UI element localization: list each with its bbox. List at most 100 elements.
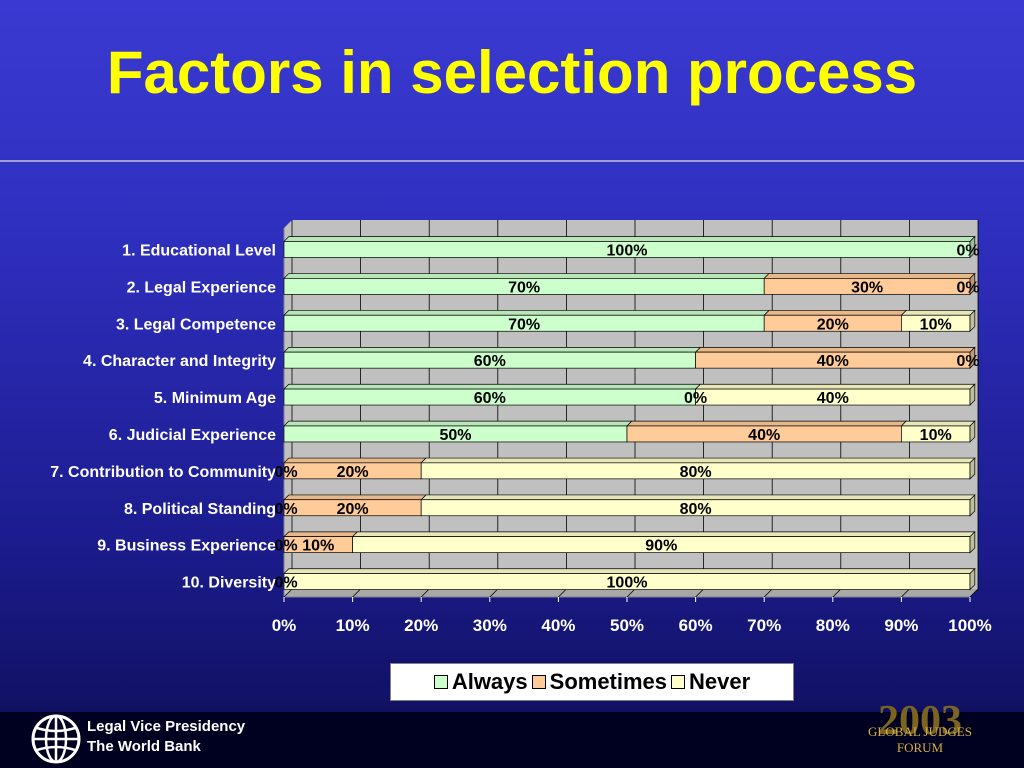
- data-label: 0%: [274, 575, 297, 592]
- legend-item-always: Always: [433, 669, 528, 695]
- x-tick-label: 20%: [404, 616, 438, 635]
- grid-line-floor: [763, 588, 773, 598]
- bar-end-cap: [969, 383, 976, 406]
- grid-line-floor: [832, 588, 842, 598]
- grid-line-floor: [558, 588, 567, 598]
- bar-segment-top: [626, 420, 908, 427]
- slide-title: Factors in selection process: [106, 39, 918, 106]
- legend-swatch-sometimes: [531, 675, 546, 689]
- bar-segment-top: [763, 310, 908, 316]
- data-label: 30%: [851, 279, 883, 296]
- category-label: 10. Diversity: [182, 575, 276, 592]
- grid-line-floor: [901, 588, 910, 598]
- x-tick-label: 60%: [679, 616, 713, 635]
- x-tick-label: 0%: [272, 616, 297, 635]
- data-label: 20%: [337, 501, 369, 518]
- bar-segment-top: [283, 457, 427, 464]
- data-label: 20%: [817, 316, 849, 333]
- data-label: 0%: [956, 279, 979, 296]
- legend-label-always: Always: [451, 669, 528, 694]
- grid-line-floor: [695, 588, 704, 598]
- data-label: 40%: [748, 427, 780, 444]
- legend-item-sometimes: Sometimes: [531, 669, 668, 695]
- data-label: 80%: [680, 501, 712, 518]
- data-label: 0%: [684, 390, 707, 407]
- bar-end-cap: [969, 420, 976, 443]
- org-line-1: Legal Vice Presidency: [87, 718, 246, 735]
- bar-segment-top: [283, 347, 702, 353]
- x-tick-label: 50%: [610, 616, 644, 635]
- data-label: 70%: [508, 316, 540, 333]
- org-line-2: The World Bank: [87, 738, 201, 755]
- bar-segment-top: [900, 310, 976, 316]
- grid-line-floor: [283, 588, 293, 598]
- category-label: 3. Legal Competence: [116, 316, 276, 333]
- footer-bar: [0, 712, 1024, 768]
- data-label: 100%: [607, 242, 648, 259]
- global-judges-forum-logo: 2003 GLOBAL JUDGES FORUM: [845, 698, 1005, 755]
- bar-segment-top: [283, 236, 976, 242]
- globe-icon: [31, 714, 81, 764]
- category-label: 2. Legal Experience: [127, 279, 277, 296]
- bar-segment-top: [283, 494, 427, 501]
- grid-line-floor: [969, 588, 979, 598]
- bar-end-cap: [969, 494, 976, 517]
- bar-segment-top: [283, 383, 702, 390]
- title-divider: [0, 160, 1024, 162]
- data-label: 0%: [274, 464, 297, 481]
- data-label: 60%: [474, 353, 506, 370]
- data-label: 0%: [956, 353, 979, 370]
- bar-segment-top: [694, 383, 976, 390]
- bar-segment-top: [283, 568, 976, 574]
- brand-year: 2003: [878, 698, 962, 744]
- grid-line-floor: [420, 588, 430, 598]
- category-label: 8. Political Standing: [124, 501, 276, 518]
- data-label: 40%: [817, 390, 849, 407]
- data-label: 10%: [302, 538, 334, 555]
- legend-label-sometimes: Sometimes: [549, 669, 668, 694]
- data-label: 0%: [956, 242, 979, 259]
- x-tick-label: 100%: [948, 616, 991, 635]
- grid-line-floor: [489, 588, 499, 598]
- legend-label-never: Never: [689, 669, 751, 694]
- data-label: 0%: [274, 538, 297, 555]
- category-label: 1. Educational Level: [122, 242, 276, 259]
- grid-line-floor: [626, 588, 636, 598]
- bar-end-cap: [969, 309, 976, 333]
- x-tick-label: 30%: [473, 616, 507, 635]
- x-tick-label: 70%: [747, 616, 781, 635]
- bar-end-cap: [969, 346, 976, 369]
- legend-swatch-never: [671, 675, 686, 689]
- bar-end-cap: [969, 457, 976, 480]
- bar-end-cap: [969, 235, 976, 259]
- data-label: 80%: [680, 464, 712, 481]
- category-label: 6. Judicial Experience: [109, 427, 276, 444]
- organization-name: Legal Vice Presidency The World Bank: [87, 717, 245, 757]
- bar-segment-top: [283, 310, 770, 316]
- bar-end-cap: [969, 567, 976, 591]
- bar-end-cap: [969, 272, 976, 296]
- bar-segment-top: [283, 531, 359, 538]
- category-label: 4. Character and Integrity: [83, 353, 276, 370]
- data-label: 100%: [607, 575, 648, 592]
- data-label: 10%: [920, 316, 952, 333]
- bar-segment-top: [420, 457, 976, 464]
- bar-segment-top: [694, 347, 976, 353]
- legend-swatch-always: [433, 675, 448, 689]
- data-label: 20%: [337, 464, 369, 481]
- x-tick-label: 80%: [816, 616, 850, 635]
- bar-end-cap: [969, 531, 976, 554]
- stacked-bar-chart: 1. Educational Level 2. Legal Experience 3…: [50, 220, 991, 635]
- category-label: 5. Minimum Age: [154, 390, 276, 407]
- category-label: 7. Contribution to Community: [50, 464, 276, 481]
- data-label: 10%: [920, 427, 952, 444]
- data-label: 40%: [817, 353, 849, 370]
- chart-legend: Always Sometimes Never: [390, 663, 794, 701]
- data-label: 0%: [274, 501, 297, 518]
- x-tick-label: 40%: [541, 616, 575, 635]
- data-label: 90%: [645, 538, 677, 555]
- x-tick-label: 90%: [884, 616, 918, 635]
- bar-segment-top: [900, 420, 976, 427]
- bar-segment-top: [420, 494, 976, 501]
- x-tick-label: 10%: [336, 616, 370, 635]
